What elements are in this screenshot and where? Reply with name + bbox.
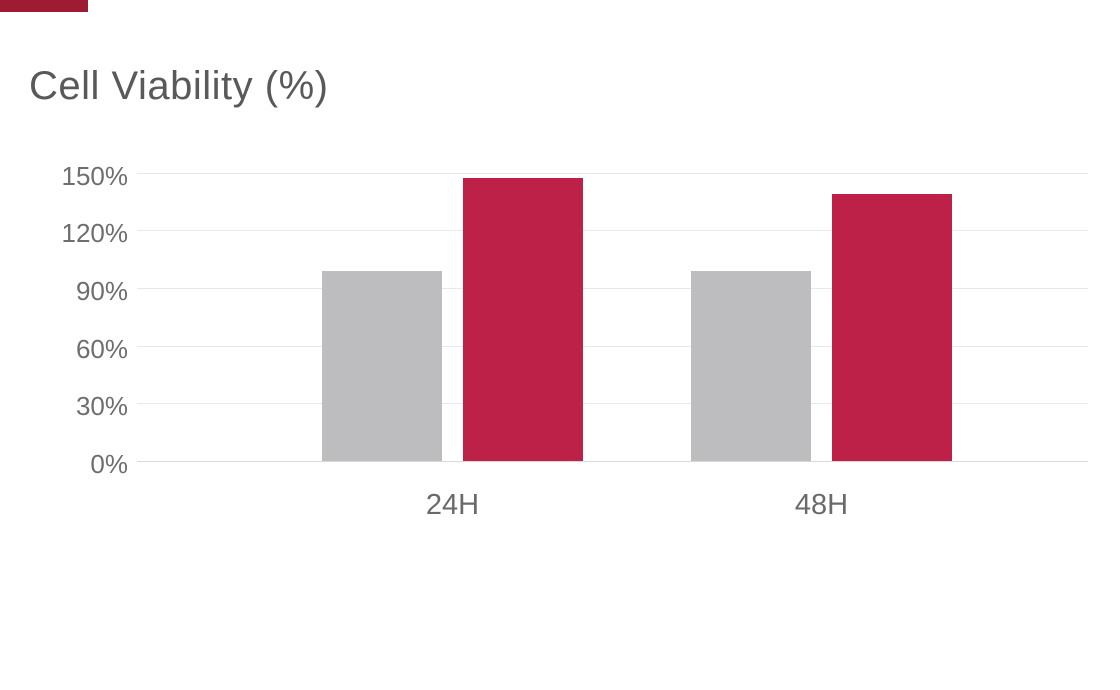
y-tick-label: 0%: [90, 449, 128, 479]
y-tick-label: 120%: [61, 218, 129, 249]
y-tick-label: 150%: [61, 160, 129, 191]
x-category-label: 24H: [425, 489, 480, 521]
y-tick-label: 90%: [75, 275, 128, 306]
y-tick-label: 30%: [75, 391, 128, 422]
gridline: [137, 345, 1088, 347]
gridline: [137, 403, 1088, 405]
bar-red-48h: [832, 193, 952, 461]
bar-gray-48h: [691, 270, 811, 461]
bar-gray-24h: [322, 270, 442, 461]
x-category-label: 48H: [794, 489, 849, 521]
gridline: [137, 287, 1088, 289]
gridline: [137, 230, 1088, 232]
gridline: [137, 172, 1088, 174]
y-tick-label: 60%: [75, 333, 128, 364]
bar-red-24h: [463, 178, 583, 461]
x-axis-line: [137, 461, 1088, 462]
corner-accent-bar: [0, 0, 88, 12]
chart-title: Cell Viability (%): [29, 64, 329, 108]
